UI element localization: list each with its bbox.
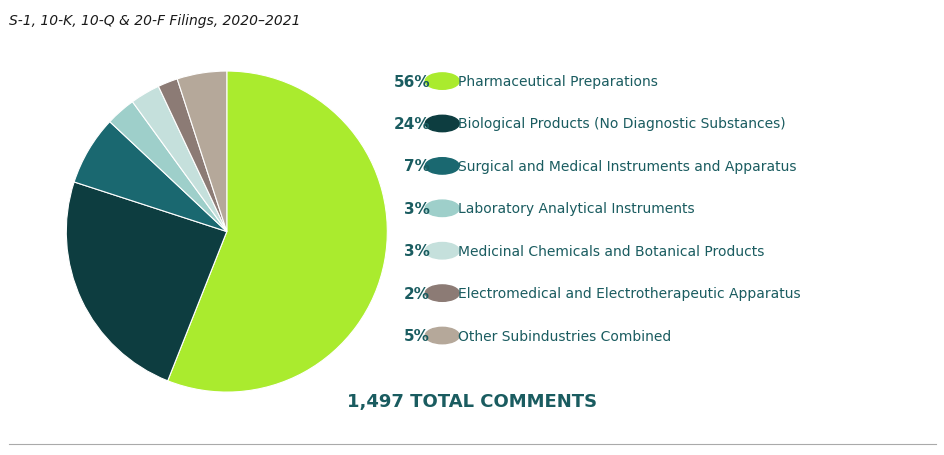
Wedge shape bbox=[177, 72, 227, 232]
Text: 1,497 TOTAL COMMENTS: 1,497 TOTAL COMMENTS bbox=[347, 392, 597, 410]
Wedge shape bbox=[132, 87, 227, 232]
Text: Surgical and Medical Instruments and Apparatus: Surgical and Medical Instruments and App… bbox=[458, 160, 796, 173]
Text: 7%: 7% bbox=[404, 159, 430, 174]
Text: Electromedical and Electrotherapeutic Apparatus: Electromedical and Electrotherapeutic Ap… bbox=[458, 287, 801, 300]
Text: Biological Products (No Diagnostic Substances): Biological Products (No Diagnostic Subst… bbox=[458, 117, 785, 131]
Text: Laboratory Analytical Instruments: Laboratory Analytical Instruments bbox=[458, 202, 694, 216]
Wedge shape bbox=[66, 182, 227, 381]
Text: Other Subindustries Combined: Other Subindustries Combined bbox=[458, 329, 671, 343]
Text: Pharmaceutical Preparations: Pharmaceutical Preparations bbox=[458, 75, 658, 89]
Text: 3%: 3% bbox=[404, 202, 430, 216]
Text: 5%: 5% bbox=[404, 329, 430, 343]
Wedge shape bbox=[110, 102, 227, 232]
Text: 3%: 3% bbox=[404, 244, 430, 258]
Text: S-1, 10-K, 10-Q & 20-F Filings, 2020–2021: S-1, 10-K, 10-Q & 20-F Filings, 2020–202… bbox=[9, 14, 300, 28]
Text: 56%: 56% bbox=[393, 75, 430, 89]
Text: 2%: 2% bbox=[403, 286, 430, 301]
Wedge shape bbox=[167, 72, 387, 392]
Text: Medicinal Chemicals and Botanical Products: Medicinal Chemicals and Botanical Produc… bbox=[458, 244, 764, 258]
Text: 24%: 24% bbox=[393, 117, 430, 131]
Wedge shape bbox=[159, 80, 227, 232]
Wedge shape bbox=[74, 122, 227, 232]
